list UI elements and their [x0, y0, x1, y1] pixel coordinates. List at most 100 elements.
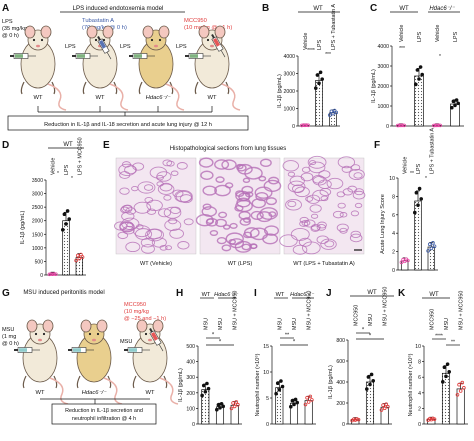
y-tick-label: 8 — [392, 194, 395, 200]
mouse-genotype: WT — [95, 95, 104, 101]
alveolus-shape — [214, 159, 230, 170]
y-tick-label: 800 — [336, 338, 345, 344]
data-point — [310, 398, 314, 402]
alveolus-shape — [131, 185, 139, 192]
bracket-label: ** — [285, 333, 290, 339]
alveolus-shape — [117, 231, 129, 240]
alveolus-shape — [337, 202, 346, 209]
syringe-icon — [123, 347, 151, 353]
alveolus-shape — [119, 220, 134, 231]
alveolus-shape — [318, 170, 331, 179]
group-label: WT — [399, 6, 409, 12]
data-point — [308, 394, 313, 399]
x-category-label: Vehicle — [403, 157, 409, 174]
significance: * — [57, 171, 59, 177]
alveolus-shape — [244, 166, 263, 180]
alveolus-shape — [225, 232, 244, 246]
data-point — [306, 123, 311, 128]
alveolus-shape — [149, 166, 168, 179]
group-label: WT — [63, 142, 73, 148]
y-axis-label: IL-1β (pg/mL) — [328, 365, 334, 399]
alveolus-shape — [279, 234, 298, 248]
data-point — [77, 256, 82, 261]
alveolus-shape — [309, 204, 322, 213]
alveolus-shape — [119, 187, 130, 195]
y-tick-label: 500 — [186, 344, 195, 350]
alveolus-shape — [158, 208, 172, 218]
y-tick-label: 4 — [392, 231, 395, 237]
alveolus-shape — [156, 181, 164, 187]
group-label: Hdac6⁻/⁻ — [214, 292, 239, 298]
data-point — [290, 398, 295, 403]
alveolus-shape — [146, 208, 157, 215]
syringe-fill — [73, 348, 81, 352]
data-point — [431, 241, 435, 245]
x-category-label: MSU — [203, 318, 209, 330]
data-point — [280, 384, 285, 389]
mouse-genotype: WT — [145, 390, 154, 396]
alveolus-shape — [133, 201, 152, 214]
panel-letter: H — [176, 288, 183, 299]
data-point — [451, 99, 456, 104]
mouse-illustration — [82, 25, 129, 111]
alveolus-shape — [324, 240, 335, 248]
alveolus-shape — [249, 243, 258, 250]
data-point — [221, 404, 226, 409]
y-tick-label: 4000 — [283, 54, 295, 60]
data-point — [381, 403, 385, 407]
alveolus-shape — [165, 245, 173, 251]
data-point — [315, 73, 320, 77]
data-point — [399, 123, 403, 128]
data-point — [356, 417, 361, 422]
alveolus-shape — [332, 210, 344, 219]
y-tick-label: 0 — [292, 124, 295, 130]
alveolus-shape — [350, 230, 362, 239]
data-point — [206, 386, 211, 391]
data-point — [400, 123, 405, 128]
group-label: WT — [202, 292, 211, 298]
data-point — [406, 258, 410, 263]
alveolus-shape — [320, 238, 337, 250]
data-point — [414, 190, 419, 195]
data-point — [426, 249, 430, 253]
syringe-fill — [19, 348, 27, 352]
syringe-icon — [71, 53, 99, 59]
syringe-fill — [212, 37, 221, 47]
panel-letter: D — [2, 140, 9, 151]
panel-g-footer: neutrophil infiltration @ 4 h — [72, 416, 136, 422]
panel-g-footer: Reduction in IL-1β secretion and — [65, 408, 143, 414]
alveolus-shape — [209, 229, 219, 237]
syringe-icon — [184, 53, 212, 59]
syringe-icon — [209, 32, 228, 59]
x-category-label: Vehicle — [435, 25, 441, 42]
y-tick-label: 4000 — [377, 44, 389, 50]
data-point — [432, 417, 437, 421]
alveolus-shape — [350, 164, 361, 171]
alveolus-shape — [176, 162, 188, 170]
data-point — [445, 362, 450, 366]
x-category-label: MSU — [368, 314, 374, 326]
data-point — [317, 81, 321, 86]
data-point — [449, 105, 454, 110]
alveolus-shape — [250, 210, 264, 221]
data-point — [279, 379, 283, 383]
x-category-label: MSU + MCC950 — [459, 291, 465, 330]
y-tick-label: 2000 — [377, 84, 389, 90]
panel-letter: B — [262, 3, 269, 14]
alveolus-shape — [172, 189, 184, 198]
significance: * — [439, 54, 441, 60]
significance: * — [71, 176, 73, 182]
alveolus-shape — [114, 221, 128, 231]
y-tick-label: 10 — [263, 370, 269, 376]
alveolus-shape — [305, 196, 314, 202]
group-label: WT — [276, 292, 285, 298]
alveolus-shape — [294, 186, 310, 198]
alveolus-shape — [119, 171, 131, 179]
data-point — [303, 402, 308, 407]
group-label: WT — [313, 6, 323, 12]
y-tick-label: 600 — [336, 359, 345, 365]
alveolus-shape — [216, 237, 227, 245]
data-point — [295, 400, 300, 405]
data-point — [229, 406, 234, 411]
data-point — [234, 400, 239, 404]
